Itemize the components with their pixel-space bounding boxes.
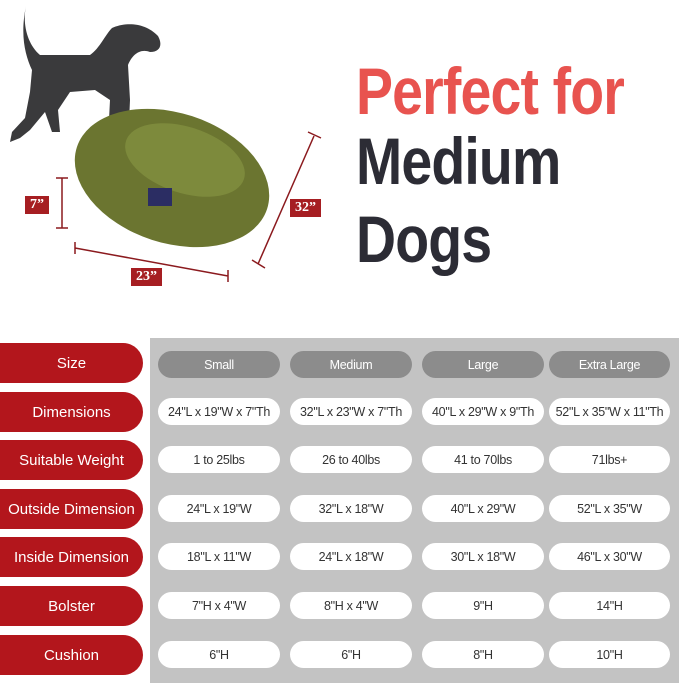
headline-line3: Dogs [356, 202, 492, 276]
row-label: Inside Dimension [0, 537, 143, 577]
table-cell: 24"L x 18"W [290, 543, 412, 570]
table-cell: 32"L x 23"W x 7"Th [290, 398, 412, 425]
table-cell: 24"L x 19"W x 7"Th [158, 398, 280, 425]
column-header-1: Medium [290, 351, 412, 378]
product-illustration [10, 6, 322, 282]
dog-silhouette [10, 6, 161, 145]
table-cell: 7"H x 4"W [158, 592, 280, 619]
row-label: Bolster [0, 586, 143, 626]
table-cell: 24"L x 19"W [158, 495, 280, 522]
headline-line1: Perfect for [356, 54, 625, 128]
table-cell: 18"L x 11"W [158, 543, 280, 570]
height-dimension-label: 7” [25, 196, 49, 214]
table-cell: 26 to 40lbs [290, 446, 412, 473]
column-header-0: Small [158, 351, 280, 378]
table-cell: 41 to 70lbs [422, 446, 544, 473]
table-cell: 30"L x 18"W [422, 543, 544, 570]
table-cell: 52"L x 35"W x 11"Th [549, 398, 670, 425]
row-label: Outside Dimension [0, 489, 143, 529]
length-dimension-label: 32” [290, 199, 321, 217]
dog-bed-cushion [125, 123, 245, 197]
table-cell: 1 to 25lbs [158, 446, 280, 473]
table-cell: 14"H [549, 592, 670, 619]
table-cell: 9"H [422, 592, 544, 619]
row-label: Cushion [0, 635, 143, 675]
table-cell: 71lbs+ [549, 446, 670, 473]
column-header-2: Large [422, 351, 544, 378]
table-cell: 8"H [422, 641, 544, 668]
brand-tag [148, 188, 172, 206]
width-dimension-label: 23” [131, 268, 162, 286]
row-label: Dimensions [0, 392, 143, 432]
table-cell: 8"H x 4"W [290, 592, 412, 619]
table-cell: 6"H [158, 641, 280, 668]
headline-line2: Medium [356, 124, 561, 198]
table-cell: 10"H [549, 641, 670, 668]
table-cell: 6"H [290, 641, 412, 668]
table-cell: 32"L x 18"W [290, 495, 412, 522]
row-label-size: Size [0, 343, 143, 383]
table-cell: 40"L x 29"W [422, 495, 544, 522]
table-cell: 40"L x 29"W x 9"Th [422, 398, 544, 425]
table-cell: 46"L x 30"W [549, 543, 670, 570]
column-header-3: Extra Large [549, 351, 670, 378]
table-cell: 52"L x 35"W [549, 495, 670, 522]
row-label: Suitable Weight [0, 440, 143, 480]
